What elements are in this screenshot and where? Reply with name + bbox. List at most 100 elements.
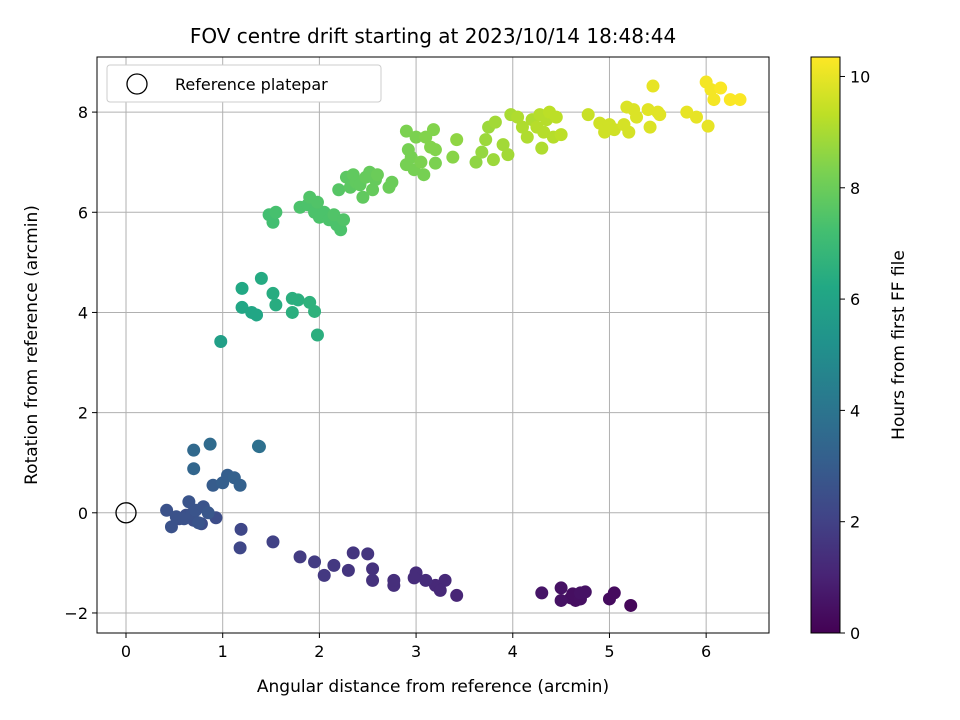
data-point: [537, 125, 551, 139]
y-tick-label: 6: [78, 203, 88, 222]
data-point: [387, 573, 401, 587]
colorbar-tick-label: 6: [850, 290, 860, 309]
data-point: [704, 83, 718, 97]
data-points: [115, 75, 747, 612]
data-point: [341, 563, 355, 577]
x-tick-label: 0: [121, 642, 131, 661]
data-point: [235, 300, 249, 314]
x-tick-label: 4: [508, 642, 518, 661]
data-point: [414, 155, 428, 169]
chart-title: FOV centre drift starting at 2023/10/14 …: [190, 24, 676, 48]
colorbar-gradient: [811, 57, 840, 633]
data-point: [293, 550, 307, 564]
data-point: [385, 175, 399, 189]
data-point: [233, 541, 247, 555]
data-point: [201, 506, 215, 520]
legend-label: Reference platepar: [175, 75, 328, 94]
data-point: [370, 168, 384, 182]
data-point: [160, 503, 174, 517]
data-point: [554, 593, 568, 607]
data-point: [399, 124, 413, 138]
data-point: [417, 168, 431, 182]
data-point: [187, 443, 201, 457]
data-point: [366, 573, 380, 587]
data-point: [187, 462, 201, 476]
y-tick-label: 0: [78, 504, 88, 523]
data-point: [624, 598, 638, 612]
data-point: [515, 120, 529, 134]
data-point: [701, 119, 715, 133]
data-point: [535, 141, 549, 155]
colorbar-tick-label: 0: [850, 624, 860, 643]
data-point: [578, 585, 592, 599]
data-point: [607, 123, 621, 137]
data-point: [680, 105, 694, 119]
data-point: [182, 495, 196, 509]
data-point: [469, 155, 483, 169]
x-tick-label: 5: [604, 642, 614, 661]
data-point: [475, 145, 489, 159]
data-point: [496, 138, 510, 152]
data-point: [254, 271, 268, 285]
data-point: [446, 150, 460, 164]
data-point: [310, 328, 324, 342]
data-point: [511, 110, 525, 124]
x-tick-label: 3: [411, 642, 421, 661]
plot-frame: [96, 56, 770, 634]
data-point: [554, 128, 568, 142]
data-point: [488, 115, 502, 129]
data-point: [266, 215, 280, 229]
colorbar-tick-label: 10: [850, 67, 870, 86]
data-point: [438, 573, 452, 587]
y-axis-label: Rotation from reference (arcmin): [22, 205, 42, 485]
y-tick-label: 8: [78, 103, 88, 122]
data-point: [419, 573, 433, 587]
data-point: [285, 305, 299, 319]
data-point: [366, 183, 380, 197]
reference-platepar-marker: [115, 502, 137, 524]
axis-ticks: 0 1 2 3 4 5 6 −2 0 2 4 6 8: [64, 103, 711, 661]
colorbar-tick-label: 4: [850, 401, 860, 420]
data-point: [653, 108, 667, 122]
legend-open-circle-marker: [126, 73, 148, 95]
data-point: [334, 223, 348, 237]
data-point: [203, 437, 217, 451]
data-point: [266, 286, 280, 300]
data-point: [643, 120, 657, 134]
data-point: [428, 156, 442, 170]
data-point: [733, 93, 747, 107]
data-point: [337, 213, 351, 227]
data-point: [486, 153, 500, 167]
data-point: [535, 586, 549, 600]
data-point: [646, 79, 660, 93]
data-point: [404, 150, 418, 164]
data-point: [250, 308, 264, 322]
data-point: [549, 110, 563, 124]
data-point: [192, 516, 206, 530]
legend: Reference platepar: [106, 64, 382, 103]
data-point: [479, 133, 493, 147]
data-point: [269, 298, 283, 312]
data-point: [346, 546, 360, 560]
data-point: [554, 581, 568, 595]
colorbar-frame: [810, 56, 841, 634]
data-point: [327, 558, 341, 572]
data-point: [689, 110, 703, 124]
x-tick-label: 1: [218, 642, 228, 661]
data-point: [310, 195, 324, 209]
data-point: [164, 520, 178, 534]
data-point: [426, 123, 440, 137]
x-tick-label: 6: [701, 642, 711, 661]
data-point: [407, 571, 421, 585]
data-point: [308, 304, 322, 318]
data-point: [433, 583, 447, 597]
data-point: [317, 568, 331, 582]
colorbar-ticks: 0 2 4 6 8 10: [840, 67, 870, 643]
data-point: [356, 190, 370, 204]
x-tick-label: 2: [314, 642, 324, 661]
data-point: [607, 586, 621, 600]
data-point: [361, 547, 375, 561]
data-point: [252, 440, 266, 454]
colorbar-tick-label: 8: [850, 179, 860, 198]
data-point: [707, 93, 721, 107]
